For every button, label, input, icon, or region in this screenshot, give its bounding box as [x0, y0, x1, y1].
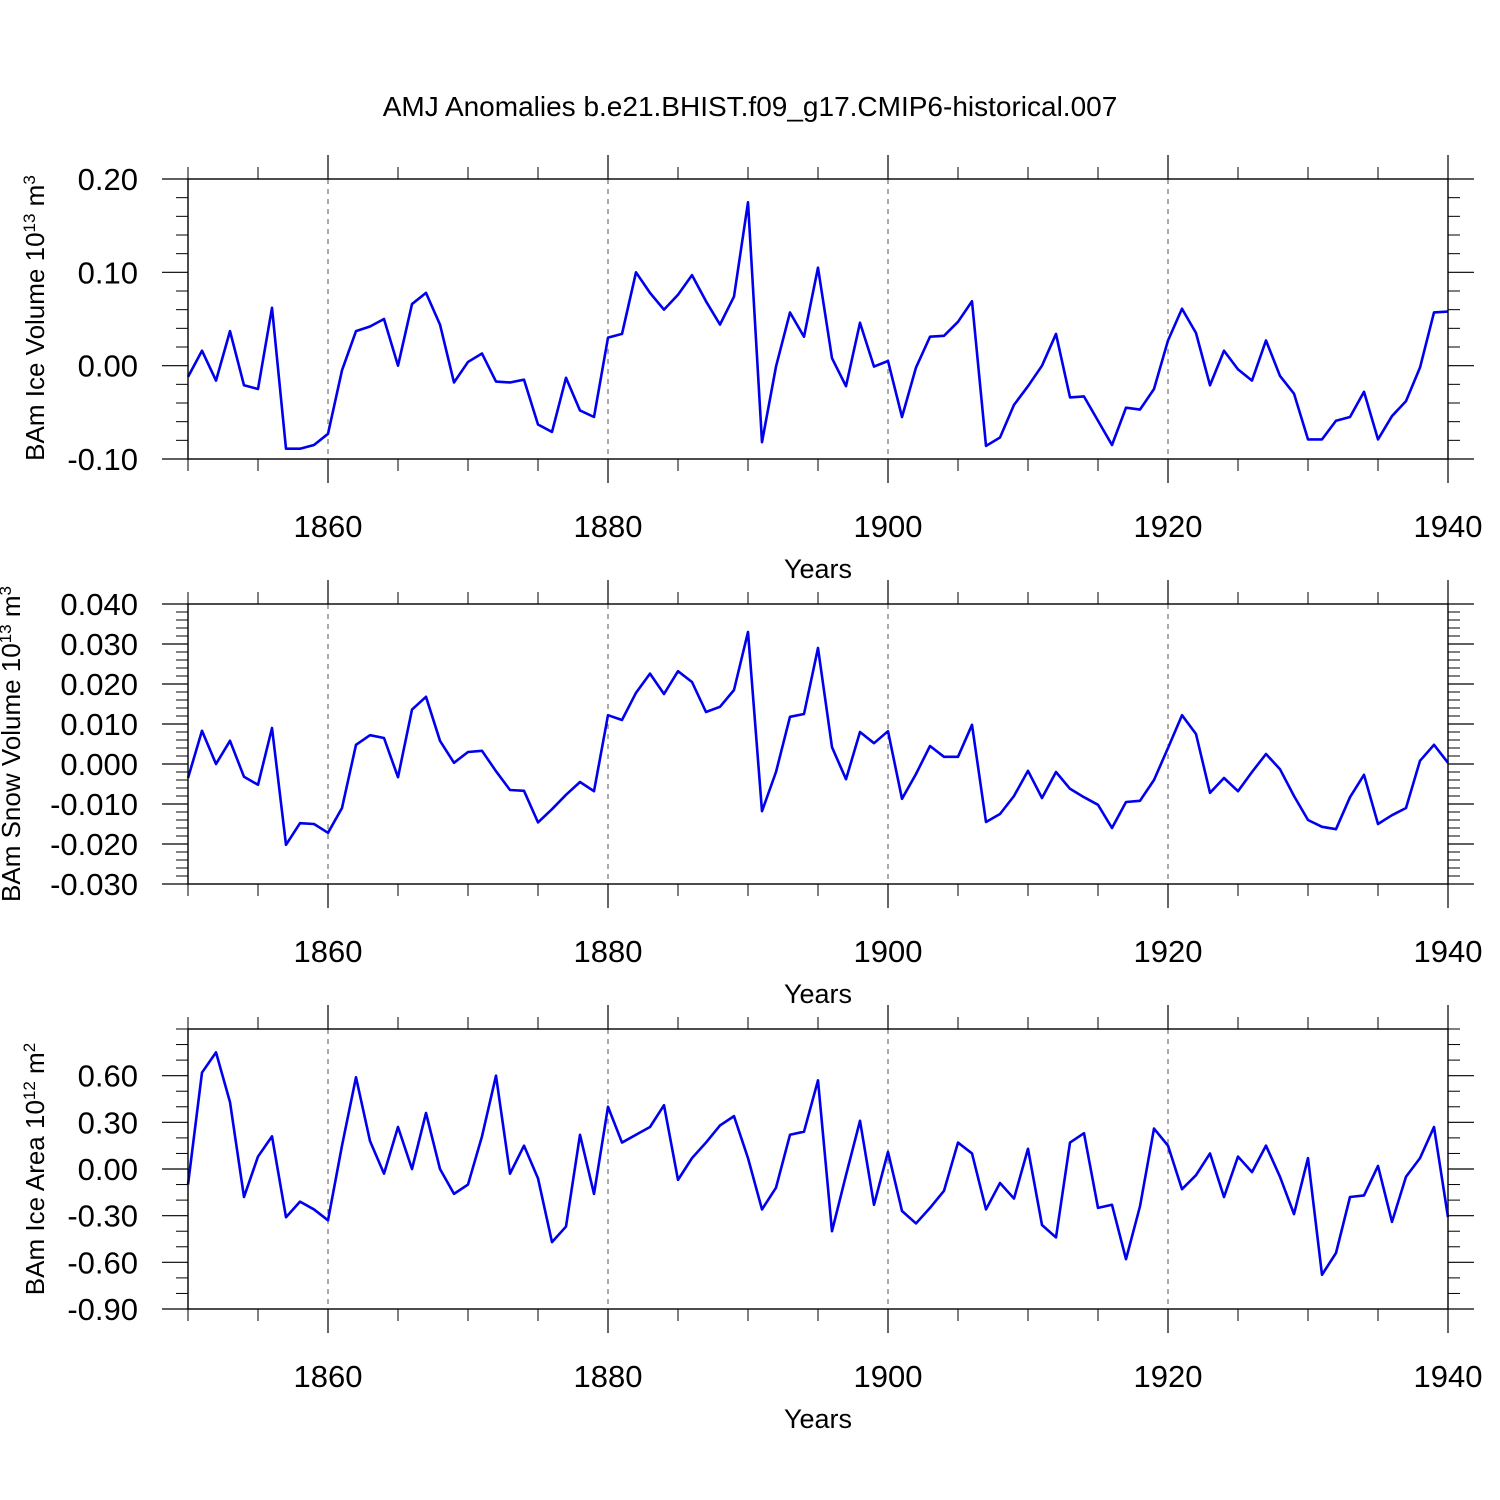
panel-ylabel: BAm Ice Area 1012 m2: [20, 1043, 51, 1295]
y-tick-label: 0.010: [60, 707, 138, 742]
panel-ylabel: BAm Ice Volume 1013 m3: [20, 175, 51, 461]
panel-xlabel: Years: [784, 979, 852, 1009]
snow-volume-panel: BAm Snow Volume 1013 m3 Years 1860 1880 19…: [0, 580, 1482, 1009]
y-tick-label: -0.90: [67, 1292, 138, 1327]
y-tick-label: 0.00: [78, 349, 138, 384]
y-tick-label: -0.030: [50, 867, 138, 902]
x-tick-label: 1920: [1134, 1359, 1203, 1394]
figure-title: AMJ Anomalies b.e21.BHIST.f09_g17.CMIP6-…: [383, 91, 1118, 122]
series-line: [186, 1051, 1450, 1277]
x-tick-label: 1860: [294, 934, 363, 969]
panel-xlabel: Years: [784, 554, 852, 584]
x-tick-label: 1860: [294, 1359, 363, 1394]
series-line: [186, 630, 1450, 847]
x-tick-label: 1880: [574, 1359, 643, 1394]
y-tick-label: 0.20: [78, 162, 138, 197]
y-tick-label: 0.60: [78, 1059, 138, 1094]
x-tick-label: 1880: [574, 934, 643, 969]
ice-volume-panel: BAm Ice Volume 1013 m3 Years 1860 1880 190…: [20, 155, 1483, 584]
x-tick-label: 1940: [1414, 934, 1483, 969]
plot-frame: [187, 1028, 1449, 1310]
ice-area-panel: BAm Ice Area 1012 m2 Years 1860 1880 1900 1…: [20, 1005, 1483, 1434]
y-tick-label: -0.010: [50, 787, 138, 822]
y-tick-label: -0.10: [67, 442, 138, 477]
y-tick-label: -0.30: [67, 1199, 138, 1234]
series-line: [186, 201, 1449, 451]
y-tick-label: -0.60: [67, 1245, 138, 1280]
y-tick-label: 0.00: [78, 1152, 138, 1187]
x-tick-label: 1900: [854, 934, 923, 969]
y-tick-label: 0.040: [60, 587, 138, 622]
y-tick-label: 0.000: [60, 747, 138, 782]
panel-ylabel: BAm Snow Volume 1013 m3: [0, 586, 26, 902]
panel-xlabel: Years: [784, 1404, 852, 1434]
plot-frame: [187, 603, 1449, 885]
y-tick-label: 0.020: [60, 667, 138, 702]
x-tick-label: 1940: [1414, 1359, 1483, 1394]
x-tick-label: 1860: [294, 509, 363, 544]
x-tick-label: 1940: [1414, 509, 1483, 544]
x-tick-label: 1880: [574, 509, 643, 544]
x-tick-label: 1920: [1134, 509, 1203, 544]
y-tick-label: -0.020: [50, 827, 138, 862]
y-tick-label: 0.030: [60, 627, 138, 662]
plot-frame: [187, 178, 1449, 460]
y-tick-label: 0.30: [78, 1105, 138, 1140]
x-tick-label: 1900: [854, 509, 923, 544]
x-tick-label: 1920: [1134, 934, 1203, 969]
y-tick-label: 0.10: [78, 255, 138, 290]
x-tick-label: 1900: [854, 1359, 923, 1394]
